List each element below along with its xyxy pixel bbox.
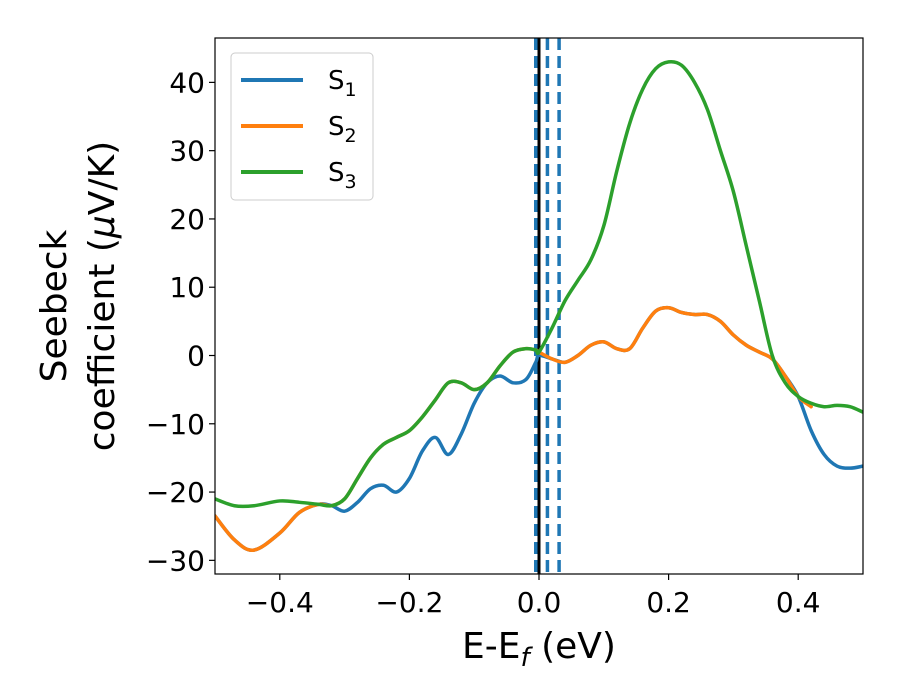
y-tick-label: 0 (187, 340, 205, 373)
y-tick-label: −30 (146, 544, 205, 577)
x-tick-label: 0.0 (517, 586, 562, 619)
y-tick: 0 (187, 340, 215, 373)
series-lines (215, 59, 863, 552)
y-tick: 30 (169, 135, 215, 168)
legend: S1 S2 S3 (230, 52, 374, 201)
x-axis-title: E-Ef (eV) (462, 626, 616, 673)
y-tick: −20 (146, 476, 215, 509)
y-tick: 40 (169, 66, 215, 99)
y-axis-ticks: −30 −20 −10 0 10 20 30 40 (146, 66, 215, 577)
x-tick: −0.4 (246, 574, 314, 619)
y-tick: 20 (169, 203, 215, 236)
x-tick: 0.0 (517, 574, 562, 619)
legend-label-s2: S2 (328, 112, 357, 147)
x-tick-label: 0.4 (776, 586, 821, 619)
series-line-s3 (215, 59, 863, 509)
x-tick: 0.2 (646, 574, 691, 619)
y-tick-label: −20 (146, 476, 205, 509)
legend-label-s3: S3 (328, 158, 357, 193)
legend-label-s1: S1 (328, 66, 357, 101)
x-tick: −0.2 (375, 574, 443, 619)
y-tick-label: 10 (169, 271, 205, 304)
y-tick-label: −10 (146, 408, 205, 441)
y-axis-title-line1: Seebeck (34, 229, 75, 382)
x-tick-label: 0.2 (646, 586, 691, 619)
x-tick-label: −0.2 (375, 586, 443, 619)
x-tick: 0.4 (776, 574, 821, 619)
x-axis-ticks: −0.4 −0.2 0.0 0.2 0.4 (246, 574, 821, 619)
y-axis-title-line2: coefficient (μV/K) (82, 141, 123, 451)
y-tick: −30 (146, 544, 215, 577)
y-tick-label: 40 (169, 66, 205, 99)
y-tick: 10 (169, 271, 215, 304)
y-tick-label: 30 (169, 135, 205, 168)
y-tick: −10 (146, 408, 215, 441)
y-tick-label: 20 (169, 203, 205, 236)
vertical-reference-lines (534, 38, 561, 574)
x-tick-label: −0.4 (246, 586, 314, 619)
